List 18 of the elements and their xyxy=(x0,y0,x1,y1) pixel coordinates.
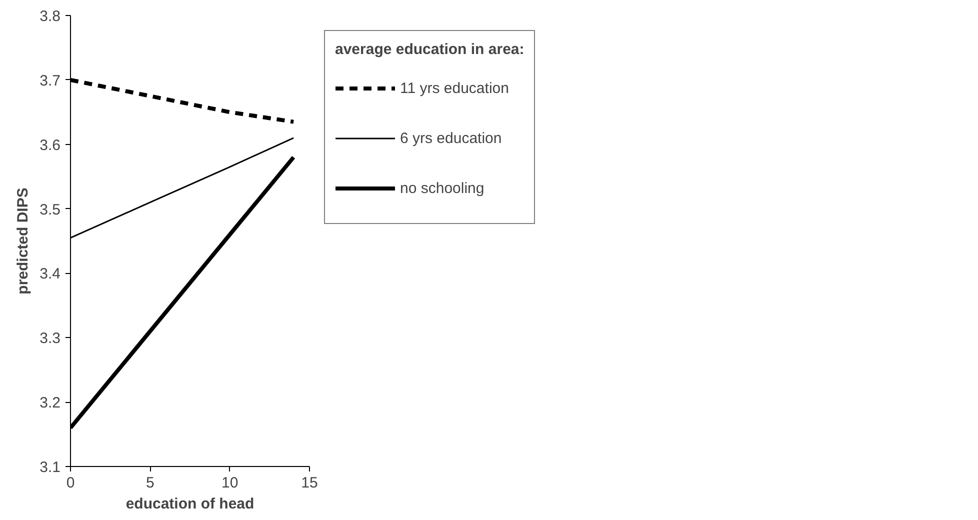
y-tick-label: 3.1 xyxy=(40,459,61,476)
y-tick-label: 3.4 xyxy=(40,266,61,283)
x-tick-label: 10 xyxy=(221,474,238,492)
y-axis-title: predicted DIPS xyxy=(14,188,32,294)
legend-label: no schooling xyxy=(400,178,484,198)
y-tick-label: 3.2 xyxy=(40,394,61,412)
y-tick-label: 3.3 xyxy=(40,330,61,348)
legend-label: 11 yrs education xyxy=(400,78,509,98)
x-tick-label: 0 xyxy=(66,474,75,492)
y-tick-label: 3.6 xyxy=(40,136,61,154)
y-tick-label: 3.7 xyxy=(40,72,61,90)
x-tick-label: 15 xyxy=(301,474,318,492)
y-tick-label: 3.8 xyxy=(40,8,61,25)
y-tick-label: 3.5 xyxy=(40,201,61,218)
x-axis-title: education of head xyxy=(126,496,254,512)
legend-title: average education in area: xyxy=(335,41,524,58)
x-tick-label: 5 xyxy=(146,474,154,492)
legend-label: 6 yrs education xyxy=(400,128,502,148)
